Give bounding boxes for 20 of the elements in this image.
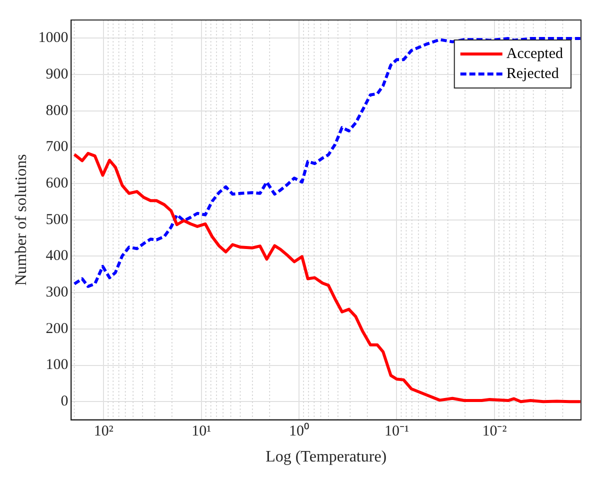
x-tick-label: 10² <box>94 424 114 440</box>
y-tick-label: 400 <box>46 248 68 264</box>
y-tick-label: 1000 <box>38 30 68 46</box>
x-axis-title: Log (Temperature) <box>266 448 387 466</box>
x-tick-label: 10⁻² <box>482 424 508 440</box>
y-tick-label: 0 <box>60 394 68 410</box>
x-tick-label: 10⁰ <box>289 422 310 440</box>
y-tick-label: 900 <box>46 66 68 82</box>
y-tick-label: 600 <box>46 175 68 192</box>
y-tick-label: 200 <box>46 320 68 337</box>
x-tick-label: 10¹ <box>192 424 212 440</box>
y-tick-label: 800 <box>46 102 68 119</box>
legend-label: Accepted <box>506 46 564 62</box>
y-axis-title: Number of solutions <box>12 154 30 286</box>
y-tick-label: 100 <box>46 357 68 374</box>
legend-label: Rejected <box>506 66 560 82</box>
y-tick-label: 700 <box>46 139 68 156</box>
x-tick-label: 10⁻¹ <box>384 424 409 440</box>
y-tick-label: 300 <box>46 284 68 301</box>
y-tick-label: 500 <box>46 212 68 228</box>
